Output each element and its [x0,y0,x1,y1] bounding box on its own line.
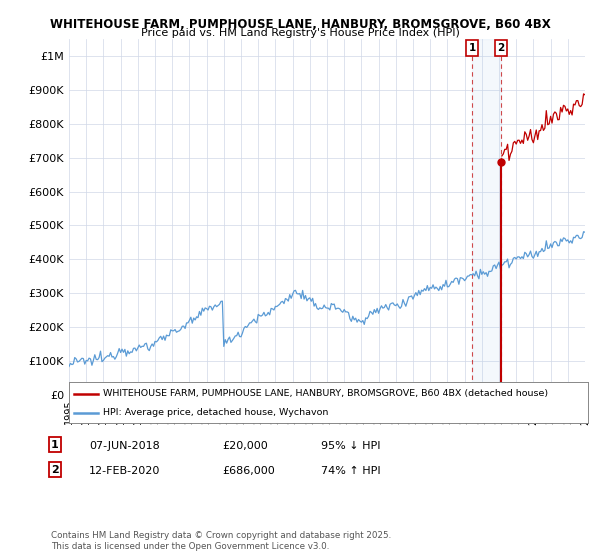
Text: Contains HM Land Registry data © Crown copyright and database right 2025.: Contains HM Land Registry data © Crown c… [51,531,391,540]
Text: 12-FEB-2020: 12-FEB-2020 [89,466,160,476]
Text: 2: 2 [497,43,505,53]
Text: 1: 1 [51,440,59,450]
Text: 07-JUN-2018: 07-JUN-2018 [89,441,160,451]
Text: 2: 2 [51,465,59,475]
Bar [472,39,501,395]
Text: £686,000: £686,000 [222,466,275,476]
Text: WHITEHOUSE FARM, PUMPHOUSE LANE, HANBURY, BROMSGROVE, B60 4BX: WHITEHOUSE FARM, PUMPHOUSE LANE, HANBURY… [50,18,550,31]
Text: £20,000: £20,000 [222,441,268,451]
Text: This data is licensed under the Open Government Licence v3.0.: This data is licensed under the Open Gov… [51,542,329,550]
Text: 95% ↓ HPI: 95% ↓ HPI [321,441,380,451]
Text: 74% ↑ HPI: 74% ↑ HPI [321,466,380,476]
Text: 1: 1 [469,43,476,53]
Text: Price paid vs. HM Land Registry's House Price Index (HPI): Price paid vs. HM Land Registry's House … [140,28,460,38]
Text: HPI: Average price, detached house, Wychavon: HPI: Average price, detached house, Wych… [103,408,328,417]
Text: WHITEHOUSE FARM, PUMPHOUSE LANE, HANBURY, BROMSGROVE, B60 4BX (detached house): WHITEHOUSE FARM, PUMPHOUSE LANE, HANBURY… [103,389,548,398]
